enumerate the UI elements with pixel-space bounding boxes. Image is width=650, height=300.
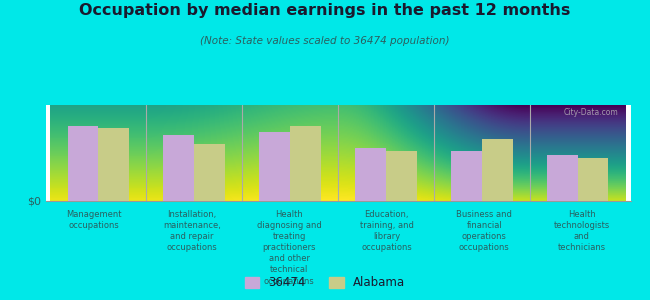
Bar bbox=[482, 139, 513, 201]
Text: City-Data.com: City-Data.com bbox=[564, 108, 619, 117]
Text: Health
diagnosing and
treating
practitioners
and other
technical
occupations: Health diagnosing and treating practitio… bbox=[257, 210, 322, 286]
Bar bbox=[98, 128, 129, 201]
Text: (Note: State values scaled to 36474 population): (Note: State values scaled to 36474 popu… bbox=[200, 36, 450, 46]
Text: Health
technologists
and
technicians: Health technologists and technicians bbox=[554, 210, 610, 252]
Text: Business and
financial
operations
occupations: Business and financial operations occupa… bbox=[456, 210, 512, 252]
Text: Installation,
maintenance,
and repair
occupations: Installation, maintenance, and repair oc… bbox=[162, 210, 221, 252]
Bar bbox=[547, 155, 578, 201]
Bar bbox=[451, 151, 482, 201]
Bar bbox=[163, 135, 194, 201]
Bar bbox=[578, 158, 608, 201]
Bar bbox=[68, 126, 98, 201]
Text: Occupation by median earnings in the past 12 months: Occupation by median earnings in the pas… bbox=[79, 3, 571, 18]
Bar bbox=[194, 144, 225, 201]
Bar bbox=[259, 132, 290, 201]
Bar bbox=[356, 148, 386, 201]
Text: Education,
training, and
library
occupations: Education, training, and library occupat… bbox=[360, 210, 413, 252]
Text: Management
occupations: Management occupations bbox=[66, 210, 122, 230]
Bar bbox=[290, 126, 320, 201]
Legend: 36474, Alabama: 36474, Alabama bbox=[240, 272, 410, 294]
Bar bbox=[386, 151, 417, 201]
